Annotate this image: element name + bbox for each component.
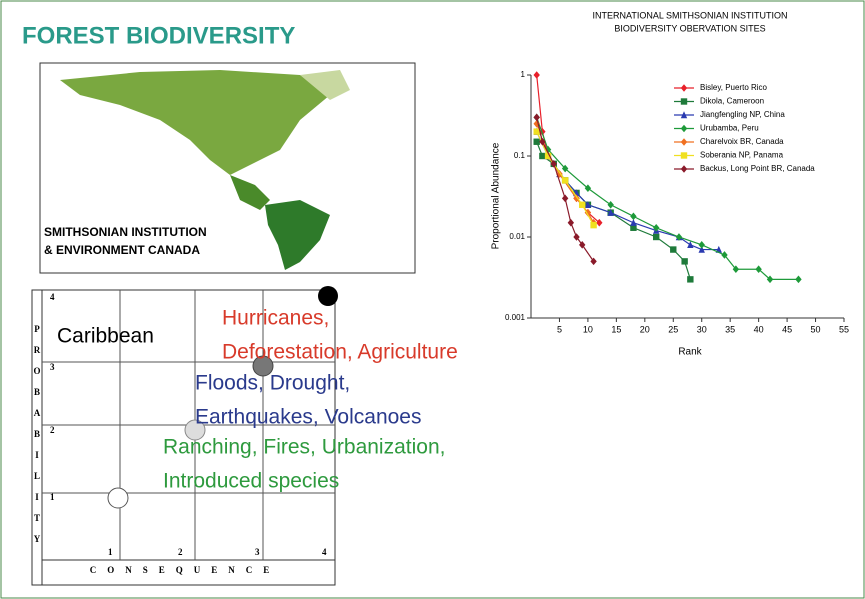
marker bbox=[670, 246, 676, 252]
threat-text: Deforestation, Agriculture bbox=[222, 341, 458, 364]
probability-letter: I bbox=[35, 492, 39, 502]
region-label: Caribbean bbox=[57, 325, 154, 348]
x-tick-label: 30 bbox=[697, 324, 707, 334]
probability-letter: L bbox=[34, 471, 40, 481]
x-tick-label: 35 bbox=[725, 324, 735, 334]
threat-text: Earthquakes, Volcanoes bbox=[195, 406, 422, 429]
x-tick-label: 20 bbox=[640, 324, 650, 334]
legend-label: Backus, Long Point BR, Canada bbox=[700, 164, 815, 173]
probability-letter: O bbox=[33, 366, 40, 376]
probability-tick: 4 bbox=[50, 292, 55, 302]
risk-point bbox=[108, 488, 128, 508]
marker bbox=[579, 202, 585, 208]
marker bbox=[562, 177, 568, 183]
threat-text: Introduced species bbox=[163, 470, 339, 493]
legend-label: Bisley, Puerto Rico bbox=[700, 83, 768, 92]
consequence-tick: 4 bbox=[322, 547, 327, 557]
y-tick-label: 0.1 bbox=[514, 151, 526, 160]
probability-tick: 1 bbox=[50, 492, 55, 502]
y-tick-label: 1 bbox=[521, 70, 526, 79]
threat-text: Floods, Drought, bbox=[195, 372, 350, 395]
y-tick-label: 0.01 bbox=[509, 232, 525, 241]
threat-text: Hurricanes, bbox=[222, 307, 329, 330]
marker bbox=[653, 234, 659, 240]
marker bbox=[681, 258, 687, 264]
map-label: SMITHSONIAN INSTITUTION bbox=[44, 225, 207, 239]
probability-letter: B bbox=[34, 429, 40, 439]
marker bbox=[681, 152, 687, 158]
marker bbox=[590, 222, 596, 228]
chart-title: BIODIVERSITY OBERVATION SITES bbox=[614, 23, 765, 33]
marker bbox=[539, 153, 545, 159]
slide: FOREST BIODIVERSITY SMITHSONIAN INSTITUT… bbox=[0, 0, 865, 599]
probability-letter: R bbox=[34, 345, 41, 355]
x-tick-label: 50 bbox=[811, 324, 821, 334]
threat-text: Ranching, Fires, Urbanization, bbox=[163, 436, 445, 459]
x-tick-label: 10 bbox=[583, 324, 593, 334]
probability-letter: P bbox=[34, 324, 40, 334]
marker bbox=[681, 98, 687, 104]
x-tick-label: 45 bbox=[782, 324, 792, 334]
chart-title: INTERNATIONAL SMITHSONIAN INSTITUTION bbox=[592, 10, 787, 20]
map-label: & ENVIRONMENT CANADA bbox=[44, 243, 200, 257]
probability-letter: A bbox=[34, 408, 41, 418]
x-tick-label: 55 bbox=[839, 324, 849, 334]
marker bbox=[687, 276, 693, 282]
legend-label: Charelvoix BR, Canada bbox=[700, 137, 784, 146]
x-tick-label: 25 bbox=[668, 324, 678, 334]
y-tick-label: 0.001 bbox=[505, 313, 526, 322]
legend-label: Jiangfengling NP, China bbox=[700, 110, 785, 119]
probability-letter: B bbox=[34, 387, 40, 397]
consequence-tick: 3 bbox=[255, 547, 260, 557]
x-axis-label: Rank bbox=[678, 347, 702, 358]
risk-point bbox=[318, 286, 338, 306]
x-tick-label: 5 bbox=[557, 324, 562, 334]
consequence-label: CONSEQUENCE bbox=[90, 565, 281, 575]
slide-title: FOREST BIODIVERSITY bbox=[22, 22, 295, 49]
y-axis-label: Proportional Abundance bbox=[491, 142, 502, 249]
probability-letter: I bbox=[35, 450, 39, 460]
consequence-tick: 1 bbox=[108, 547, 113, 557]
x-tick-label: 15 bbox=[611, 324, 621, 334]
marker bbox=[533, 139, 539, 145]
probability-letter: T bbox=[34, 513, 40, 523]
legend-label: Soberania NP, Panama bbox=[700, 151, 784, 160]
probability-letter: Y bbox=[34, 534, 41, 544]
x-tick-label: 40 bbox=[754, 324, 764, 334]
probability-tick: 2 bbox=[50, 425, 55, 435]
consequence-tick: 2 bbox=[178, 547, 183, 557]
map: SMITHSONIAN INSTITUTION & ENVIRONMENT CA… bbox=[40, 63, 415, 273]
probability-tick: 3 bbox=[50, 362, 55, 372]
legend-label: Dikola, Cameroon bbox=[700, 97, 764, 106]
legend-label: Urubamba, Peru bbox=[700, 124, 759, 133]
